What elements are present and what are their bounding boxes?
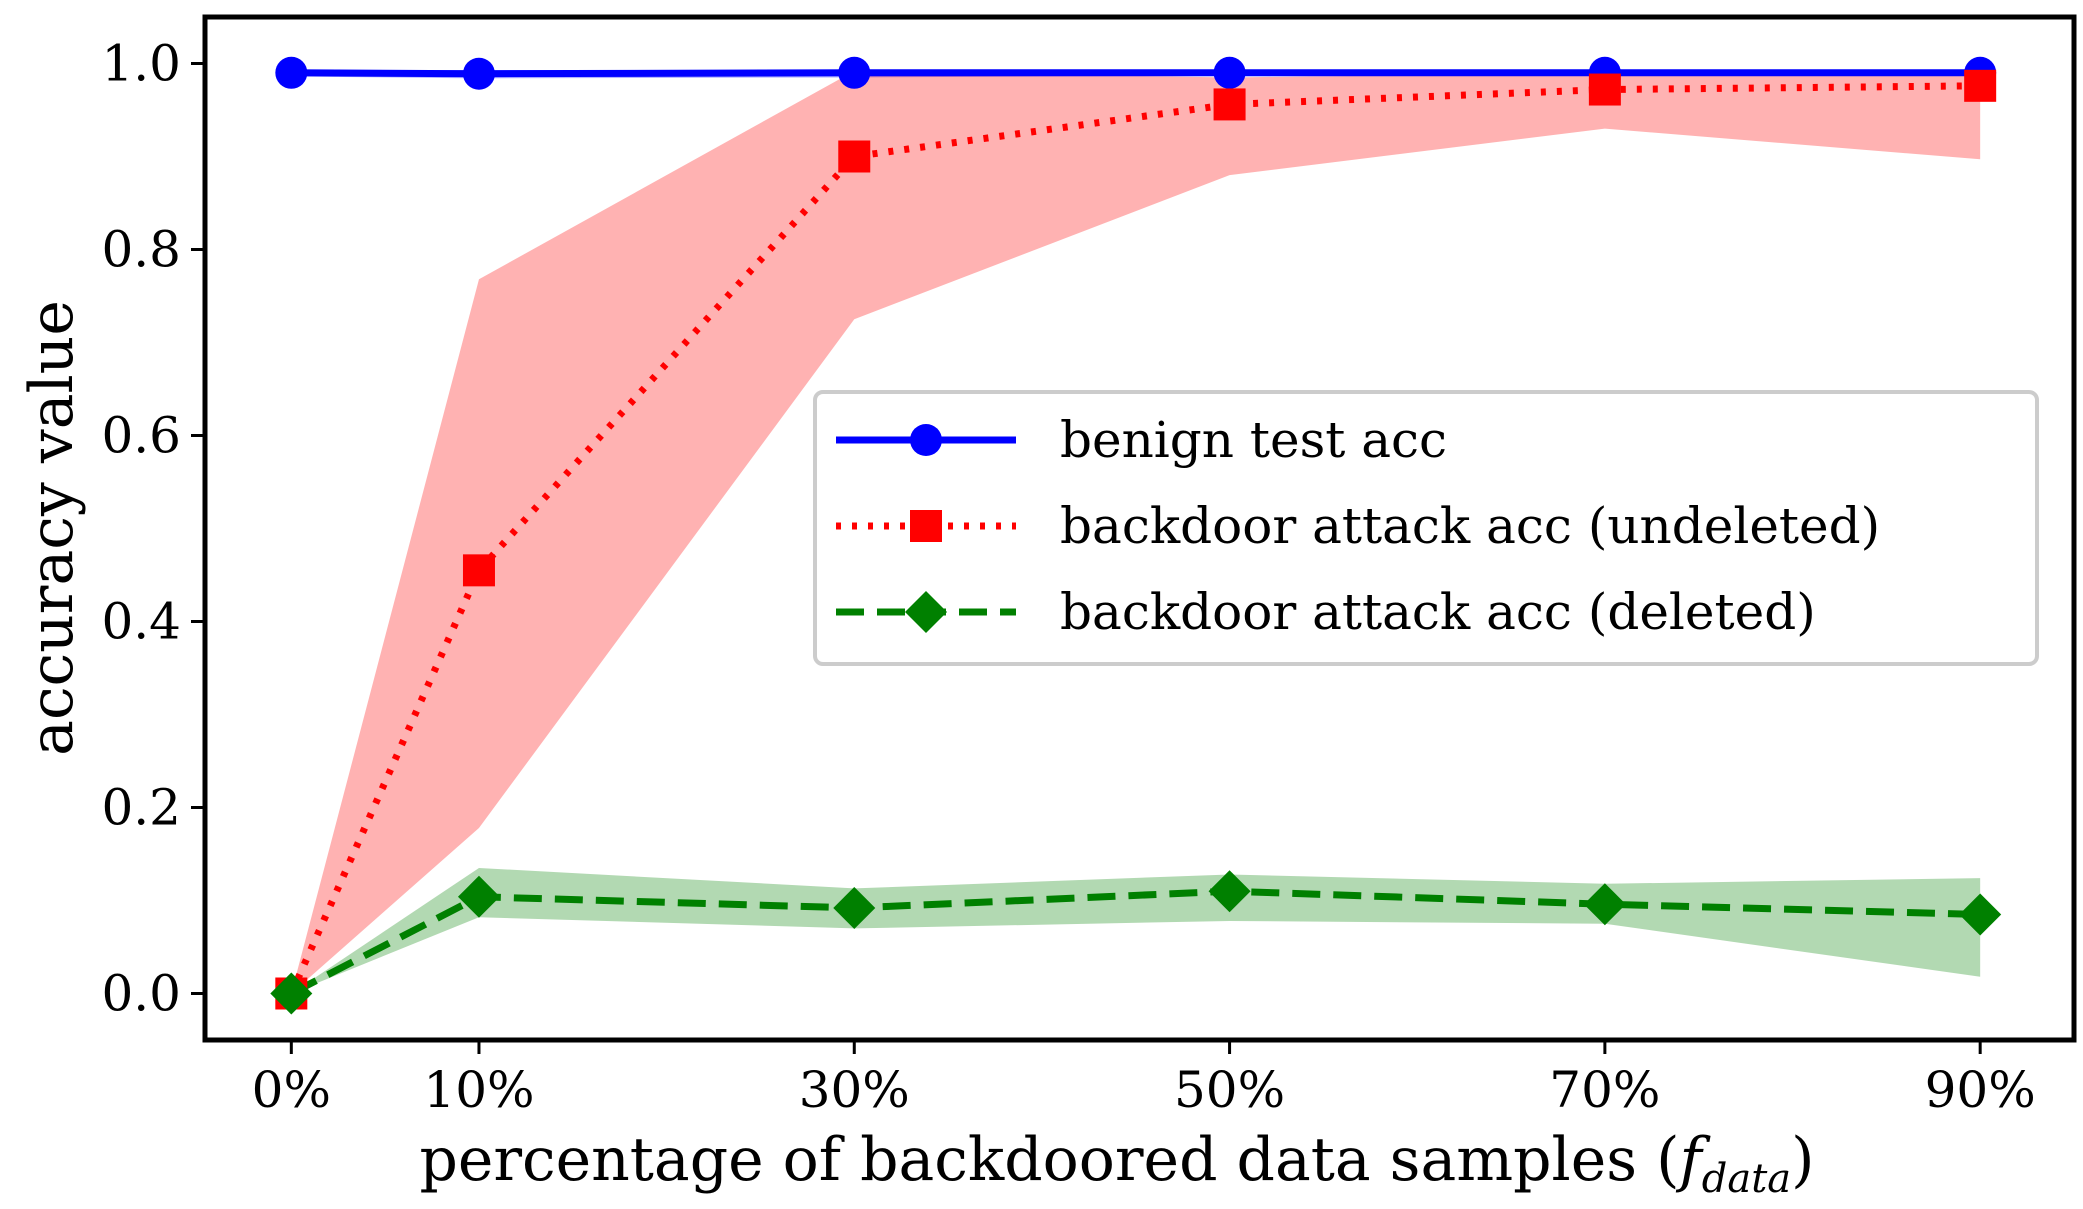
- x-tick-label-2: 30%: [799, 1061, 910, 1119]
- x-tick-label-5: 90%: [1925, 1061, 2036, 1119]
- x-axis-ticks: 0% 10% 30% 50% 70% 90%: [252, 1040, 2036, 1119]
- series-2-line: [289, 887, 1981, 997]
- legend-label-1: backdoor attack acc (undeleted): [1060, 497, 1880, 555]
- x-tick-label-4: 70%: [1549, 1061, 1660, 1119]
- legend-marker-1: [910, 510, 942, 542]
- plot-frame: [202, 14, 2077, 1043]
- series-0-point-1: [462, 57, 495, 90]
- y-axis-ticks: 0.0 0.2 0.4 0.6 0.8 1.0: [101, 35, 205, 1023]
- legend-label-2: backdoor attack acc (deleted): [1060, 583, 1816, 641]
- x-axis-label: percentage of backdoored data samples (f…: [419, 1125, 1814, 1202]
- series-markers: [270, 56, 2002, 1015]
- y-axis-label: accuracy value: [17, 300, 87, 756]
- x-tick-label-0: 0%: [252, 1061, 331, 1119]
- x-tick-label-3: 50%: [1174, 1061, 1285, 1119]
- series-lines: [288, 69, 1981, 997]
- series-0-point-0: [275, 56, 308, 89]
- legend-box: [813, 390, 2039, 666]
- series-1-point-1: [462, 554, 495, 587]
- series-2-point-1: [457, 875, 500, 918]
- y-tick-label-5: 1.0: [101, 35, 181, 93]
- y-tick-label-0: 0.0: [101, 965, 181, 1023]
- series-0-point-2: [838, 56, 871, 89]
- series-1-point-5: [1964, 69, 1997, 102]
- series-1-point-2: [838, 140, 871, 173]
- series-2-point-4: [1583, 883, 1626, 926]
- series-0-line: [291, 69, 1981, 78]
- legend-marker-2: [905, 591, 947, 633]
- y-tick-label-4: 0.8: [101, 221, 181, 279]
- series-1-point-3: [1213, 88, 1246, 121]
- x-axis-label-text: percentage of backdoored data samples (: [419, 1125, 1679, 1195]
- series-2-point-5: [1959, 893, 2002, 936]
- legend-entries: benign test acc backdoor attack acc (unde…: [836, 411, 1880, 641]
- series-2-band: [291, 867, 1981, 994]
- x-axis-label-close: ): [1791, 1125, 1814, 1195]
- legend-label-0: benign test acc: [1060, 411, 1447, 469]
- series-1-line: [288, 82, 1981, 995]
- y-tick-label-1: 0.2: [101, 779, 181, 837]
- series-2-point-3: [1208, 870, 1251, 913]
- y-tick-label-3: 0.6: [101, 407, 181, 465]
- x-tick-label-1: 10%: [423, 1061, 534, 1119]
- legend-marker-0: [910, 424, 942, 456]
- x-axis-label-subscript: data: [1702, 1156, 1791, 1202]
- series-2-point-0: [270, 972, 313, 1015]
- series-1-band: [291, 70, 1981, 994]
- series-1-point-4: [1588, 73, 1621, 106]
- series-0-point-3: [1213, 56, 1246, 89]
- legend: benign test acc backdoor attack acc (unde…: [813, 390, 2039, 666]
- y-tick-label-2: 0.4: [101, 593, 181, 651]
- series-2-point-2: [833, 886, 876, 929]
